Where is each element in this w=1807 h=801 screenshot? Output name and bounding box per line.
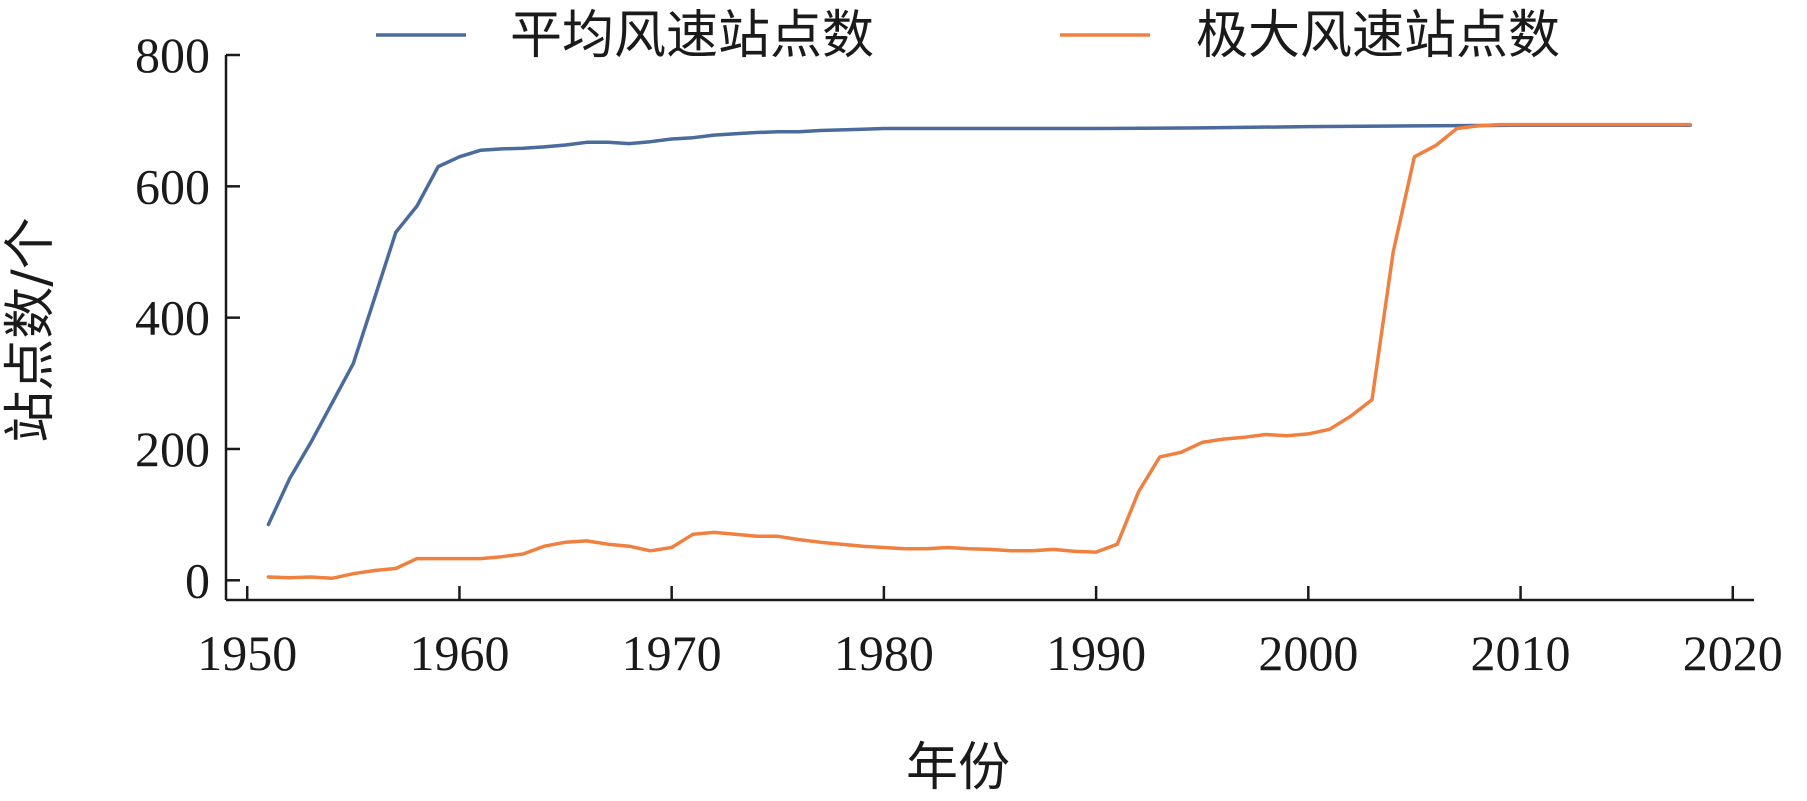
y-axis-ticks: 0 200 400 600 800 — [135, 27, 240, 608]
series-line-max-wind — [266, 122, 1693, 581]
y-tick-label: 400 — [135, 290, 210, 346]
y-tick-label: 200 — [135, 421, 210, 477]
x-tick-label: 1970 — [622, 625, 722, 681]
y-tick-label: 800 — [135, 27, 210, 83]
legend-label-max-wind: 极大风速站点数 — [1196, 6, 1560, 66]
x-tick-label: 1980 — [834, 625, 934, 681]
legend-label-mean-wind: 平均风速站点数 — [510, 6, 874, 66]
y-tick-label: 0 — [185, 552, 210, 608]
x-tick-label: 2010 — [1471, 625, 1571, 681]
x-tick-label: 2020 — [1683, 625, 1783, 681]
x-tick-label: 1950 — [197, 625, 297, 681]
axes — [224, 55, 1754, 602]
legend: 平均风速站点数 极大风速站点数 — [376, 6, 1560, 66]
series-group — [266, 122, 1693, 581]
x-tick-label: 2000 — [1258, 625, 1358, 681]
y-axis-title: 站点数/个 — [1, 217, 61, 443]
x-axis-title: 年份 — [906, 738, 1010, 798]
x-tick-label: 1960 — [409, 625, 509, 681]
x-tick-label: 1990 — [1046, 625, 1146, 681]
y-tick-label: 600 — [135, 158, 210, 214]
x-axis-ticks: 1950 1960 1970 1980 1990 2000 2010 2020 — [197, 586, 1783, 681]
series-line-mean-wind — [266, 123, 1693, 527]
